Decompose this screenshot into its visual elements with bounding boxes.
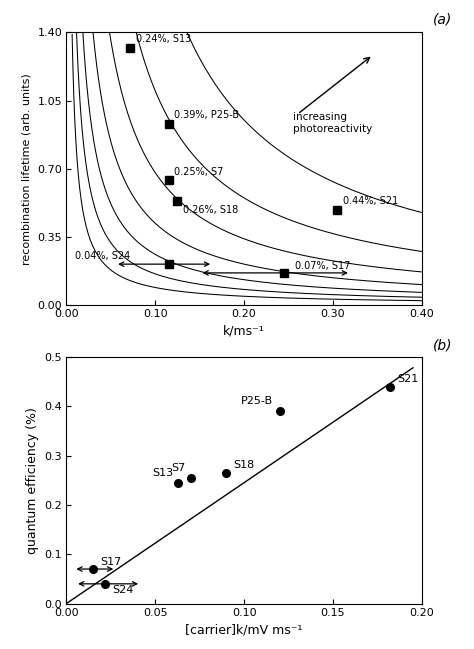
Text: S18: S18 [233,460,255,471]
Text: P25-B: P25-B [240,397,273,406]
Text: S21: S21 [397,374,418,384]
Text: 0.04%, S24: 0.04%, S24 [75,251,130,261]
Y-axis label: recombination lifetime (arb. units): recombination lifetime (arb. units) [22,73,32,265]
Text: 0.24%, S13: 0.24%, S13 [136,34,191,44]
Text: 0.07%, S17: 0.07%, S17 [295,260,350,271]
Text: S24: S24 [112,585,134,594]
Y-axis label: quantum efficiency (%): quantum efficiency (%) [26,407,39,554]
Text: 0.25%, S7: 0.25%, S7 [174,167,223,177]
Text: 0.26%, S18: 0.26%, S18 [183,206,238,215]
Text: increasing
photoreactivity: increasing photoreactivity [293,112,372,134]
Text: S17: S17 [100,557,121,567]
Text: 0.39%, P25-B: 0.39%, P25-B [174,110,239,120]
X-axis label: [carrier]k/mV ms⁻¹: [carrier]k/mV ms⁻¹ [185,623,303,636]
Text: S13: S13 [152,468,173,478]
Text: 0.44%, S21: 0.44%, S21 [343,196,398,206]
Text: S7: S7 [171,463,185,473]
Text: (b): (b) [432,338,452,352]
X-axis label: k/ms⁻¹: k/ms⁻¹ [223,324,265,337]
Text: (a): (a) [432,13,452,27]
